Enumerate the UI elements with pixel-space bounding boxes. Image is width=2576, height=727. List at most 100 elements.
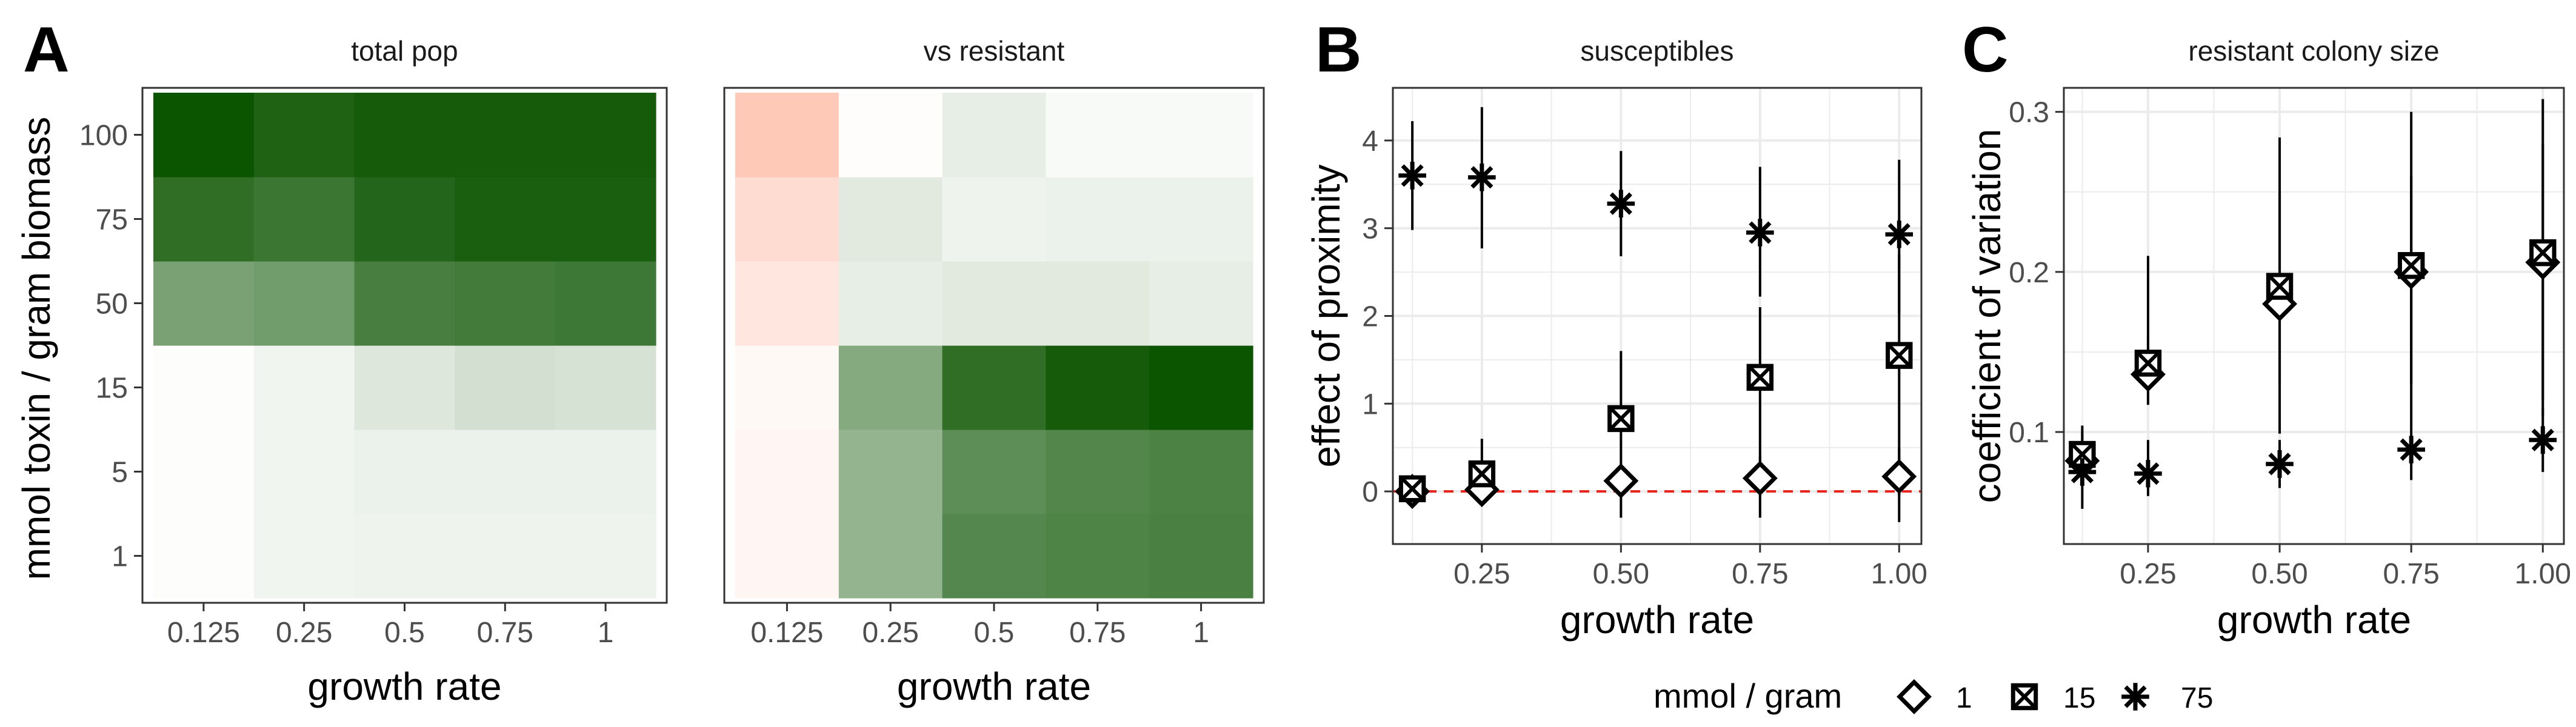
y-tick-label: 0.2 (2009, 257, 2049, 289)
heatmap-cell (1149, 430, 1253, 514)
marker-cross (2267, 273, 2292, 299)
heatmap-cell (735, 261, 839, 346)
heatmap-cell (942, 430, 1046, 514)
marker-boxed-x (1886, 342, 1913, 369)
heatmap-cell (153, 261, 255, 346)
y-tick-label: 0.3 (2009, 97, 2049, 129)
marker-spoke (2400, 438, 2423, 461)
panel-frame (1392, 87, 1923, 545)
panel-frame (2063, 87, 2565, 545)
heatmap-cell (838, 177, 943, 262)
heatmap-cell (555, 430, 656, 514)
heatmap-cell (455, 177, 556, 262)
marker-asterisk (1746, 219, 1774, 247)
heatmap-cell (1046, 514, 1150, 599)
heatmap-cell (942, 177, 1046, 262)
marker-asterisk (1398, 162, 1426, 190)
marker-spoke (2268, 453, 2291, 476)
x-axis-label: growth rate (2217, 598, 2411, 642)
heatmap-cell (1046, 430, 1150, 514)
x-tick-label: 1.00 (2515, 558, 2571, 590)
x-tick-label: 0.50 (1593, 558, 1649, 590)
y-tick-label: 100 (79, 120, 128, 152)
heatmap-cell (1149, 261, 1253, 346)
heatmap-cell (942, 261, 1046, 346)
marker-spoke (1401, 164, 1424, 187)
marker-diamond (1881, 459, 1917, 494)
marker-boxed-x (2134, 350, 2162, 377)
marker-cross (2398, 253, 2424, 279)
heatmap-cell (735, 93, 839, 178)
x-tick-label: 0.125 (750, 617, 823, 649)
panel-letter-c: C (1962, 14, 2009, 85)
heatmap-cell (555, 261, 656, 346)
marker-cross (2012, 684, 2037, 709)
x-tick-label: 1 (598, 617, 614, 649)
y-tick-label: 15 (96, 373, 128, 405)
marker-spoke (1887, 223, 1910, 246)
x-tick-label: 0.50 (2251, 558, 2307, 590)
x-axis-label: growth rate (897, 665, 1091, 708)
marker-cross (1400, 476, 1425, 502)
heatmap-cell (838, 430, 943, 514)
marker-asterisk (2068, 458, 2097, 486)
marker-spoke (2137, 462, 2160, 485)
panel-title: susceptibles (1580, 35, 1733, 67)
heatmap-cell (354, 177, 455, 262)
marker-asterisk (2529, 426, 2557, 454)
legend-title: mmol / gram (1653, 677, 1842, 715)
heatmap-cell (354, 430, 455, 514)
marker-diamond (1897, 679, 1932, 714)
x-tick-label: 0.25 (276, 617, 332, 649)
marker-diamond (1742, 460, 1778, 496)
x-axis-label: growth rate (307, 665, 501, 708)
heatmap-cell (1046, 345, 1150, 430)
x-tick-label: 0.75 (1732, 558, 1788, 590)
marker-diamond (1603, 463, 1639, 499)
heatmap-cell (455, 345, 556, 430)
heatmap-cell (153, 177, 255, 262)
y-tick-label: 0.1 (2009, 417, 2049, 449)
heatmap-cell (455, 514, 556, 599)
heatmap-cell (253, 177, 355, 262)
x-tick-label: 0.75 (1069, 617, 1126, 649)
heatmap-cell (838, 514, 943, 599)
heatmap-cell (253, 345, 355, 430)
panel-letter-b: B (1315, 14, 1362, 85)
heatmap-cell (1149, 345, 1253, 430)
marker-cross (1469, 461, 1495, 486)
heatmap-cell (354, 93, 455, 178)
y-tick-label: 0 (1362, 476, 1378, 508)
heatmap-ylabel: mmol toxin / gram biomass (15, 117, 58, 580)
y-tick-label: 2 (1362, 301, 1378, 333)
heatmap-cell (253, 93, 355, 178)
marker-asterisk (2397, 436, 2425, 463)
heatmap-cell (455, 261, 556, 346)
panel-title: total pop (351, 35, 458, 67)
heatmap-cell (1149, 93, 1253, 178)
heatmap-cell (942, 93, 1046, 178)
marker-boxed-x (2010, 683, 2038, 711)
heatmap-cell (555, 345, 656, 430)
panel-letter-a: A (23, 14, 70, 85)
heatmap-cell (555, 514, 656, 599)
heatmap-cell (354, 261, 455, 346)
heatmap-cell (838, 345, 943, 430)
heatmap-cell (1046, 93, 1150, 178)
heatmap-cell (838, 261, 943, 346)
marker-cross (1608, 406, 1634, 431)
scatter-susceptibles: susceptibles 0.25 0.50 0.75 1.00 0 1 2 3 4 growth … (1304, 35, 1927, 642)
marker-cross (1886, 342, 1912, 368)
legend: mmol / gram 1 15 75 (1653, 677, 2213, 715)
heatmap-cell (253, 430, 355, 514)
heatmap-cell (1149, 514, 1253, 599)
x-tick-label: 0.25 (862, 617, 918, 649)
y-axis-label: effect of proximity (1304, 164, 1348, 467)
y-axis-label: coefficient of variation (1965, 129, 2009, 503)
marker-boxed-x (1468, 460, 1496, 488)
x-tick-label: 0.75 (2383, 558, 2439, 590)
heatmap-vs-resistant: vs resistant 0.125 0.25 0.5 0.75 1 growth rate (723, 35, 1265, 708)
heatmap-cell (354, 514, 455, 599)
